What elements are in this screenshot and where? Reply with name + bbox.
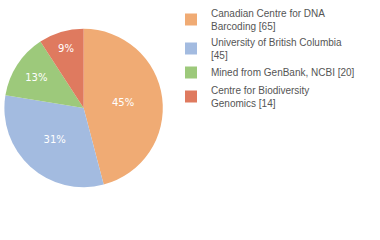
svg-text:31%: 31%: [44, 134, 66, 145]
svg-text:13%: 13%: [25, 72, 47, 83]
svg-text:Centre for BiodiversityGenomic: Centre for BiodiversityGenomics [14]: [211, 85, 309, 109]
svg-text:9%: 9%: [58, 43, 74, 54]
svg-text:45%: 45%: [112, 97, 134, 108]
svg-text:University of British Columbia: University of British Columbia[45]: [211, 37, 342, 61]
svg-text:Canadian Centre for DNABarcodi: Canadian Centre for DNABarcoding [65]: [211, 8, 325, 32]
svg-text:Mined from GenBank, NCBI [20]: Mined from GenBank, NCBI [20]: [211, 67, 355, 78]
